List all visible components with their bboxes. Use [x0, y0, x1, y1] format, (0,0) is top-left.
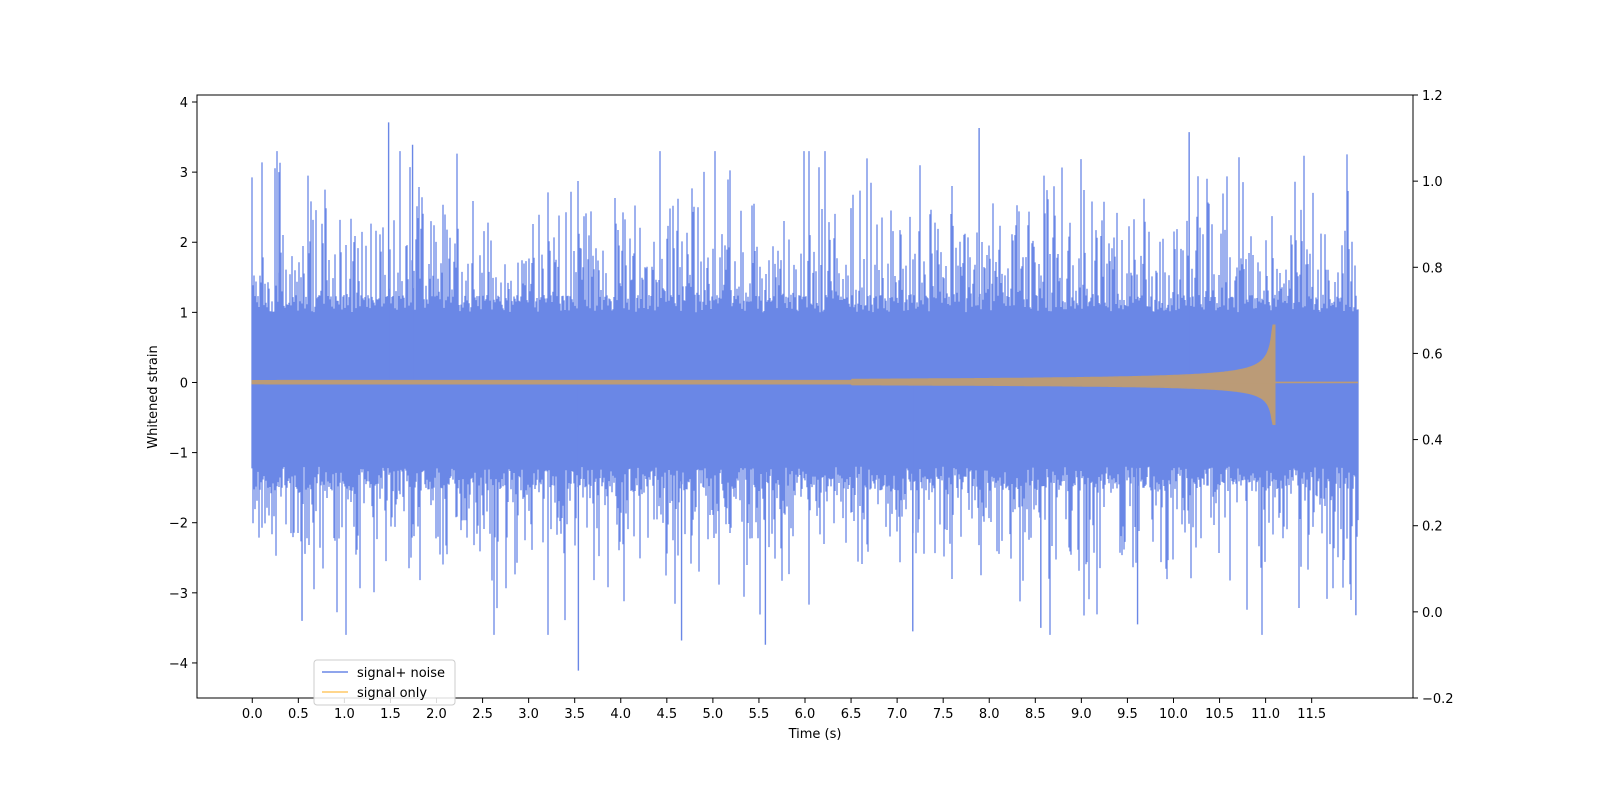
y-tick-label: −2 — [169, 517, 188, 532]
x-tick-label: 5.0 — [703, 707, 724, 722]
x-tick-label: 11.5 — [1297, 707, 1326, 722]
y-tick-label: 4 — [180, 96, 188, 111]
x-tick-label: 7.0 — [887, 707, 908, 722]
y-axis-right: −0.2 0.0 0.2 0.4 0.6 0.8 1.0 1.2 — [1413, 89, 1454, 707]
y-tick-label: 2 — [180, 236, 188, 251]
y-tick-label: 1 — [180, 306, 188, 321]
y-axis-label: Whitened strain — [146, 345, 161, 448]
legend: signal+ noise signal only — [313, 659, 456, 706]
x-tick-label: 0.5 — [288, 707, 309, 722]
x-tick-label: 11.0 — [1251, 707, 1280, 722]
y-tick-label: −3 — [169, 587, 188, 602]
x-tick-label: 7.5 — [933, 707, 954, 722]
x-tick-label: 9.5 — [1117, 707, 1138, 722]
x-tick-label: 4.0 — [610, 707, 631, 722]
x-tick-label: 10.5 — [1205, 707, 1234, 722]
x-tick-label: 3.0 — [518, 707, 539, 722]
x-axis: 0.0 0.5 1.0 1.5 2.0 2.5 3.0 3.5 4.0 4.5 5.0 5.5 6.0 6… — [242, 698, 1326, 722]
x-tick-label: 5.5 — [749, 707, 770, 722]
y2-tick-label: 1.2 — [1422, 89, 1443, 104]
x-tick-label: 6.5 — [841, 707, 862, 722]
y2-tick-label: 1.0 — [1422, 175, 1443, 190]
y2-tick-label: 0.4 — [1422, 434, 1443, 449]
x-tick-label: 0.0 — [242, 707, 263, 722]
x-tick-label: 3.5 — [564, 707, 585, 722]
x-tick-label: 8.0 — [979, 707, 1000, 722]
x-tick-label: 4.5 — [656, 707, 677, 722]
y2-tick-label: −0.2 — [1422, 692, 1454, 707]
legend-box — [313, 659, 456, 706]
legend-noise-label: signal+ noise — [357, 666, 445, 681]
signal-series-layer — [251, 324, 1358, 425]
x-tick-label: 1.5 — [380, 707, 401, 722]
x-tick-label: 6.0 — [795, 707, 816, 722]
y2-tick-label: 0.8 — [1422, 261, 1443, 276]
y2-tick-label: 0.6 — [1422, 347, 1443, 362]
y-axis-left: −4 −3 −2 −1 0 1 2 3 4 — [169, 96, 197, 672]
noise-series-layer — [251, 122, 1359, 671]
x-axis-label: Time (s) — [788, 727, 842, 742]
y2-tick-label: 0.2 — [1422, 520, 1443, 535]
x-tick-label: 10.0 — [1159, 707, 1188, 722]
y-tick-label: 3 — [180, 166, 188, 181]
y-tick-label: −4 — [169, 657, 188, 672]
y-tick-label: 0 — [180, 376, 188, 391]
x-tick-label: 2.0 — [426, 707, 447, 722]
signal-chirp — [251, 324, 1276, 425]
y-tick-label: −1 — [169, 447, 188, 462]
y2-tick-label: 0.0 — [1422, 606, 1443, 621]
legend-signal-label: signal only — [357, 686, 427, 701]
x-tick-label: 2.5 — [472, 707, 493, 722]
x-tick-label: 8.5 — [1025, 707, 1046, 722]
x-tick-label: 1.0 — [334, 707, 355, 722]
x-tick-label: 9.0 — [1071, 707, 1092, 722]
